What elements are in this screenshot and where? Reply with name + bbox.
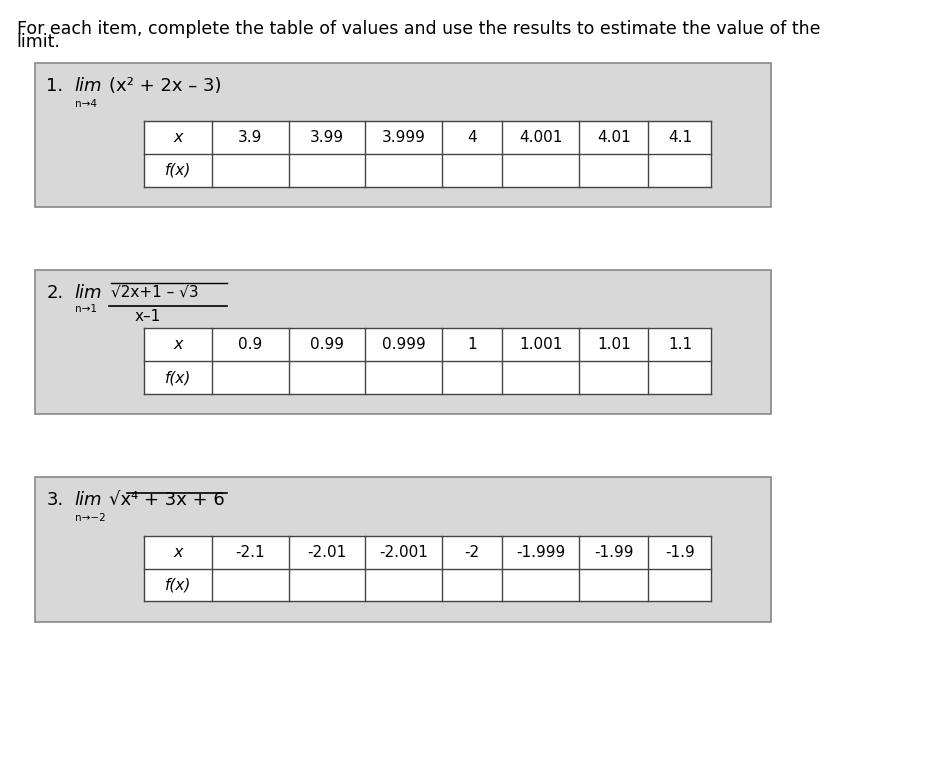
Bar <box>144 536 711 601</box>
Text: -1.9: -1.9 <box>665 544 695 560</box>
Text: 0.999: 0.999 <box>382 337 426 353</box>
Text: 4.1: 4.1 <box>668 130 692 145</box>
Text: 4.001: 4.001 <box>519 130 562 145</box>
Text: 1.01: 1.01 <box>597 337 631 353</box>
Text: 1.: 1. <box>46 77 64 95</box>
Text: -2: -2 <box>464 544 480 560</box>
Text: limit.: limit. <box>17 33 60 51</box>
Text: -2.001: -2.001 <box>379 544 428 560</box>
Text: 4.01: 4.01 <box>597 130 631 145</box>
Text: n→4: n→4 <box>75 99 97 109</box>
Text: 1: 1 <box>467 337 477 353</box>
Text: -1.999: -1.999 <box>516 544 565 560</box>
Text: For each item, complete the table of values and use the results to estimate the : For each item, complete the table of val… <box>17 20 820 38</box>
Text: 1.001: 1.001 <box>519 337 562 353</box>
Text: n→1: n→1 <box>75 304 97 314</box>
Text: 4: 4 <box>467 130 477 145</box>
Text: 1.1: 1.1 <box>668 337 692 353</box>
Bar <box>144 121 711 187</box>
Text: f(x): f(x) <box>165 577 191 593</box>
Text: 0.9: 0.9 <box>238 337 263 353</box>
Text: lim: lim <box>74 491 102 509</box>
Text: -2.01: -2.01 <box>307 544 347 560</box>
FancyBboxPatch shape <box>35 270 771 414</box>
Text: lim: lim <box>74 77 102 95</box>
Text: 0.99: 0.99 <box>310 337 344 353</box>
Text: 2.: 2. <box>46 284 64 302</box>
Text: f(x): f(x) <box>165 370 191 386</box>
Text: 3.99: 3.99 <box>310 130 344 145</box>
Text: x: x <box>173 544 183 560</box>
Text: 3.: 3. <box>46 491 64 509</box>
FancyBboxPatch shape <box>35 63 771 207</box>
Text: √x⁴ + 3x + 6: √x⁴ + 3x + 6 <box>109 491 225 509</box>
Text: x–1: x–1 <box>134 309 160 324</box>
Text: -1.99: -1.99 <box>594 544 634 560</box>
FancyBboxPatch shape <box>35 477 771 622</box>
Text: -2.1: -2.1 <box>235 544 265 560</box>
Text: lim: lim <box>74 284 102 302</box>
Bar <box>144 328 711 394</box>
Text: √2x+1 – √3: √2x+1 – √3 <box>111 285 199 300</box>
Text: 3.999: 3.999 <box>382 130 426 145</box>
Text: (x² + 2x – 3): (x² + 2x – 3) <box>109 77 222 95</box>
Text: n→−2: n→−2 <box>75 513 105 523</box>
Text: x: x <box>173 337 183 353</box>
Text: f(x): f(x) <box>165 163 191 178</box>
Text: x: x <box>173 130 183 145</box>
Text: 3.9: 3.9 <box>238 130 263 145</box>
